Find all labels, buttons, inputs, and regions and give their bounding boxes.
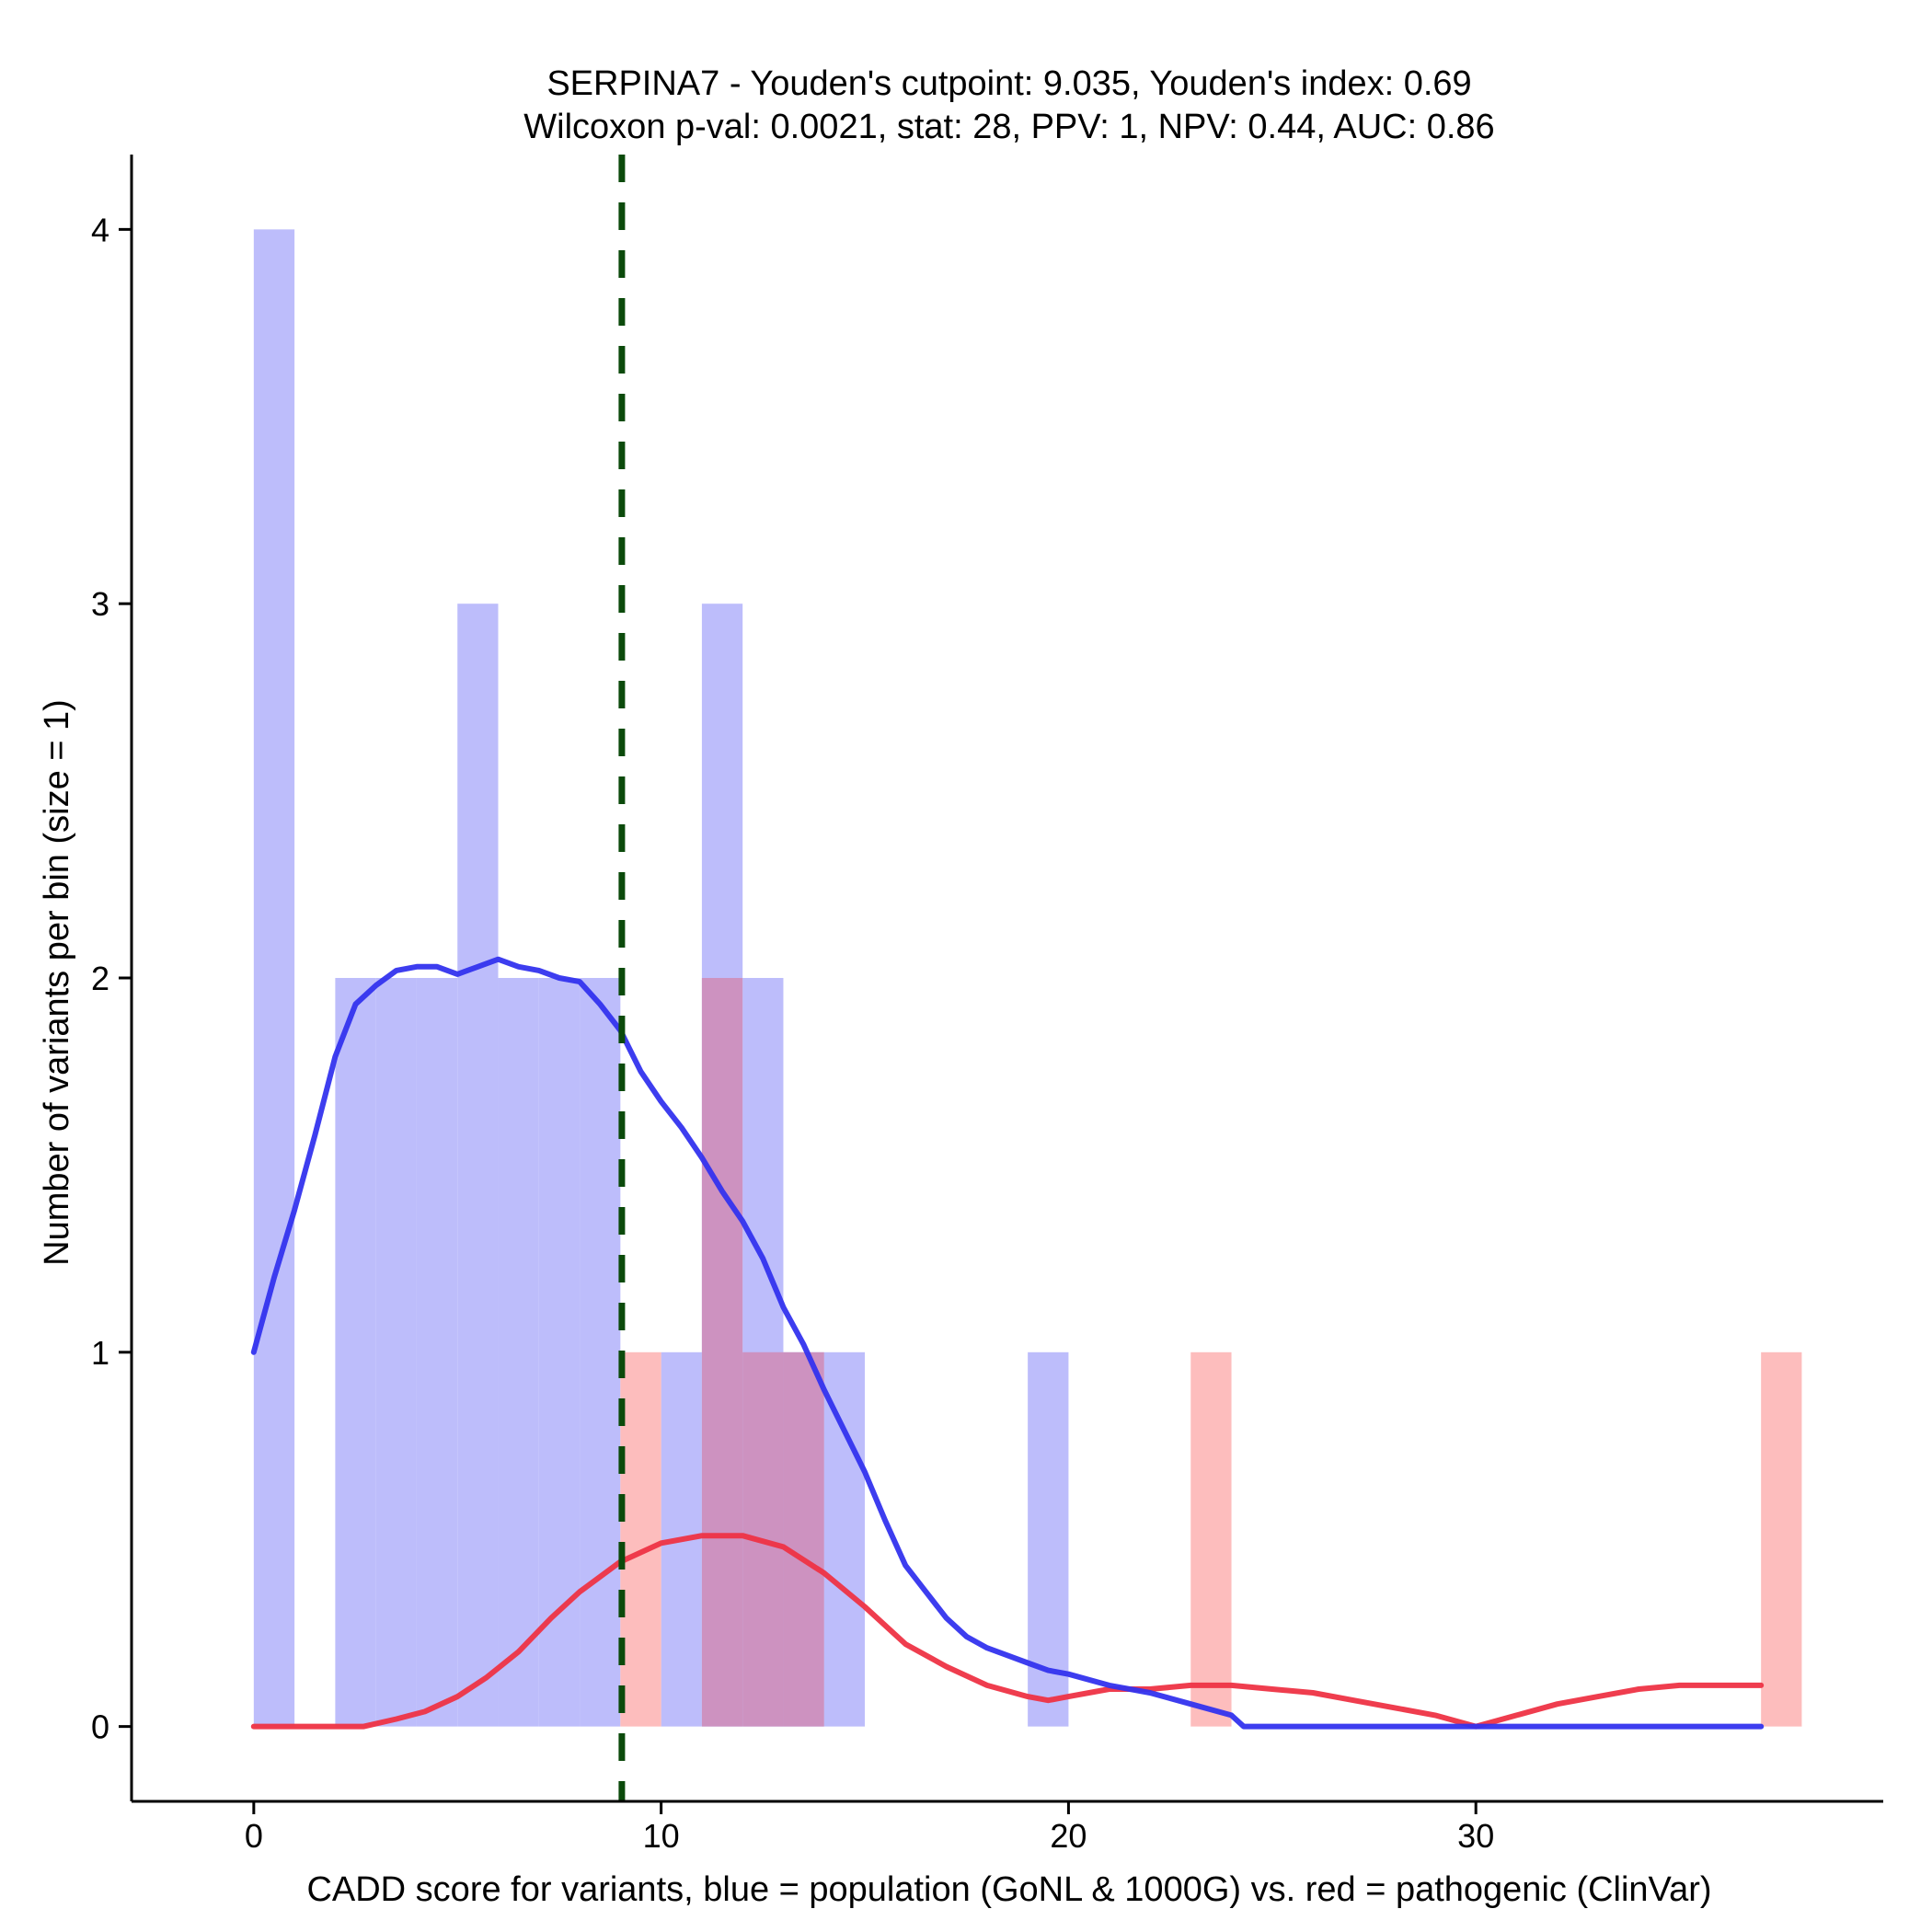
overlap-bar <box>701 978 743 1727</box>
histogram-bars <box>253 229 1802 1727</box>
population-bar <box>335 978 376 1727</box>
pathogenic-bar <box>1761 1351 1802 1727</box>
axes: 0 10 20 30 0 1 2 3 4 <box>91 155 1883 1855</box>
population-bar <box>375 978 417 1727</box>
population-bar <box>580 978 621 1727</box>
population-bar <box>416 978 458 1727</box>
density-lines <box>250 956 1765 1730</box>
x-tick-label: 10 <box>643 1817 680 1855</box>
y-tick-label: 0 <box>91 1708 109 1746</box>
x-axis-label: CADD score for variants, blue = populati… <box>306 1870 1711 1909</box>
population-density-line <box>250 956 1765 1730</box>
pathogenic-bar <box>1190 1351 1232 1727</box>
chart-title-line2: Wilcoxon p-val: 0.0021, stat: 28, PPV: 1… <box>523 108 1494 146</box>
population-bar <box>457 604 499 1727</box>
population-bar <box>823 1351 866 1727</box>
y-tick-label: 4 <box>91 211 109 248</box>
population-bar <box>498 978 539 1727</box>
pathogenic-bar <box>620 1351 661 1727</box>
chart-title-line1: SERPINA7 - Youden's cutpoint: 9.035, You… <box>546 64 1471 103</box>
x-tick-label: 30 <box>1457 1817 1494 1855</box>
y-axis-label: Number of variants per bin (size = 1) <box>38 699 76 1266</box>
y-tick-label: 2 <box>91 960 109 997</box>
y-tick-label: 3 <box>91 585 109 623</box>
population-bar <box>253 229 295 1727</box>
x-tick-label: 20 <box>1050 1817 1087 1855</box>
x-tick-label: 0 <box>245 1817 263 1855</box>
overlap-bar <box>783 1351 824 1727</box>
y-tick-label: 1 <box>91 1334 109 1372</box>
pathogenic-density-line <box>250 1533 1765 1730</box>
